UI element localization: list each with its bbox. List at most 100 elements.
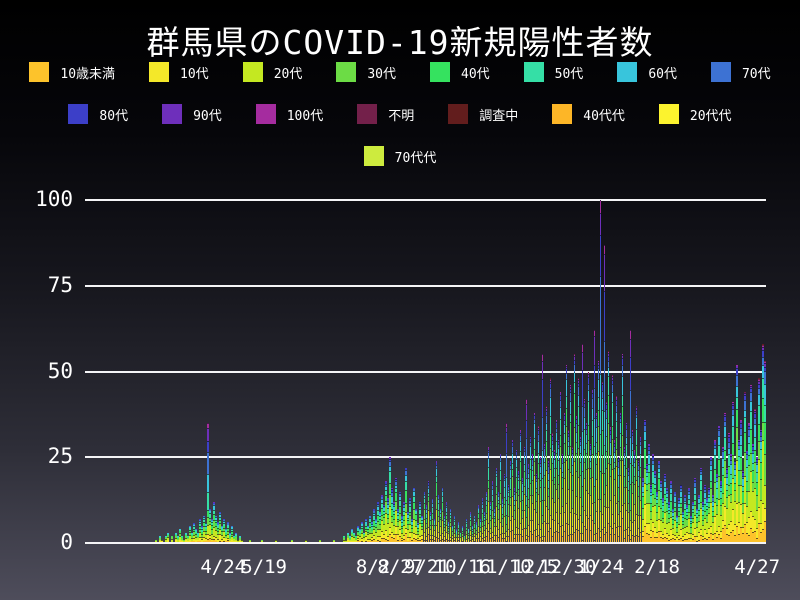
bar [553,450,556,543]
bar-segment [401,518,404,523]
bar [551,433,554,543]
bar-segment [483,537,486,540]
bar-segment [635,406,638,408]
bar-segment [711,496,714,498]
bar-segment [425,506,428,509]
bar-segment [365,540,368,543]
bar-segment [395,501,398,510]
bar-segment [639,437,642,439]
bar-segment [691,509,694,512]
bar-segment [595,441,598,454]
bar-segment [575,431,578,442]
bar-segment [203,540,205,543]
bar-segment [697,495,700,497]
bar-segment [603,445,606,473]
bar-segment [429,513,432,516]
bar-segment [611,379,614,384]
bar-segment [761,502,764,529]
bar-segment [415,508,418,510]
bar [479,519,482,543]
bar-segment [711,495,714,497]
bar-segment [691,534,694,540]
bar-segment [593,336,596,365]
bar-segment [405,511,408,529]
bar-segment [421,522,424,526]
bar-segment [507,516,510,530]
bar-segment [571,457,574,466]
bar-segment [529,438,532,442]
bar-segment [737,448,740,457]
bar-segment [635,407,638,410]
bar-segment [549,397,552,417]
legend-swatch [552,104,573,124]
bar-segment [361,540,364,543]
bar-segment [407,513,410,515]
bar-segment [661,499,664,501]
bar-segment [491,482,494,485]
bar-segment [601,529,604,543]
bar-segment [755,495,758,510]
bar [389,457,392,543]
bar-segment [423,502,426,509]
bar-segment [757,388,760,394]
bar-segment [695,510,698,513]
bar-segment [193,534,195,539]
bar-segment [411,525,414,529]
bar-segment [597,364,600,368]
bar-segment [393,533,396,539]
bar-segment [195,536,197,540]
bar-segment [643,419,646,422]
bar-segment [759,449,762,462]
bar-segment [203,519,205,523]
bar-segment [605,531,608,543]
bar-segment [185,534,187,537]
bar-segment [567,431,570,434]
bar-segment [221,526,223,528]
bar [417,522,420,543]
bar-segment [603,254,606,291]
bar-segment [373,529,376,535]
bar-segment [231,536,233,540]
bar-segment [597,425,600,451]
bar-segment [617,467,620,475]
bar-segment [637,476,640,486]
bar-segment [179,531,181,534]
bar-segment [423,497,426,503]
bar-segment [487,452,490,459]
bar-segment [419,506,422,509]
bar-segment [519,460,522,481]
bar-segment [553,454,556,460]
bar-segment [635,417,638,430]
bar-segment [525,534,528,540]
bar-segment [569,533,572,543]
bar-segment [211,525,213,530]
bar-segment [629,519,632,530]
bar-segment [713,440,716,441]
bar-segment [595,426,598,442]
bar-segment [569,388,572,393]
bar-segment [399,506,402,514]
bar-segment [693,479,696,482]
bar [719,481,722,543]
bar-segment [727,441,730,449]
bar-segment [527,465,530,468]
bar-segment [387,507,390,514]
bar-segment [677,503,680,507]
bar-segment [223,519,225,521]
bar-segment [555,427,558,432]
bar-segment [205,534,207,539]
bar-segment [385,481,388,483]
bar-segment [609,534,612,543]
bar-segment [167,534,169,537]
bar-segment [764,421,766,454]
bar-segment [523,451,526,456]
bar-segment [195,529,197,531]
bar-segment [485,492,488,495]
bar [577,378,580,543]
bar-segment [227,524,229,527]
bar-segment [549,433,552,448]
bar-segment [627,471,630,475]
bar-segment [581,351,584,370]
bar-segment [607,423,610,463]
bar-segment [697,514,700,521]
